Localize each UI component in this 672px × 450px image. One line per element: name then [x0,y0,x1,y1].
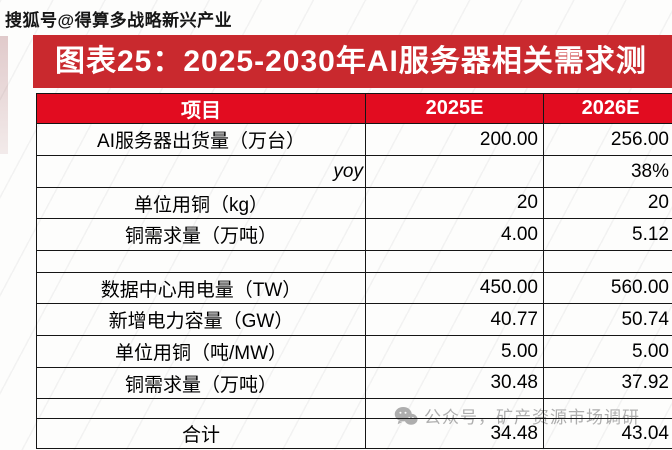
cell-2026e: 38% [543,155,672,188]
row-label: 铜需求量（万吨） [36,218,366,251]
row-label: 铜需求量（万吨） [36,367,366,399]
row-label: 合计 [36,418,366,449]
cell-2025e: 30.48 [365,367,544,399]
table-row-2: 单位用铜（kg） 20 20 [36,187,672,219]
row-label [36,398,366,419]
table-row-8: 铜需求量（万吨） 30.48 37.92 [36,367,672,399]
header-cell-0: 项目 [36,93,366,124]
table-row-3: 铜需求量（万吨） 4.00 5.12 [36,218,672,251]
row-label: 单位用铜（吨/MW） [36,335,366,368]
figure-title-banner: 图表25：2025-2030年AI服务器相关需求测 [33,35,672,88]
header-cell-2: 2026E [543,93,672,124]
row-label: 单位用铜（kg） [36,187,366,219]
cell-2026e [543,398,672,419]
cell-2025e: 5.00 [365,335,544,368]
row-label [36,250,366,273]
table-row-1: yoy 38% [36,155,672,188]
cell-2025e [365,398,544,419]
table-header-row: 项目 2025E 2026E [36,93,672,124]
cell-2026e: 560.00 [543,272,672,304]
cell-2025e: 450.00 [365,272,544,304]
cell-2025e: 40.77 [365,303,544,336]
cell-2026e [543,250,672,273]
cell-2025e [365,155,544,188]
table-body: AI服务器出货量（万台） 200.00 256.00 yoy 38% 单位用铜（kg） 20… [36,123,672,449]
cell-2026e: 5.12 [543,218,672,251]
header-cell-1: 2025E [365,93,544,124]
data-table: 项目 2025E 2026E AI服务器出货量（万台） 200.00 256.00 yoy… [36,93,672,449]
row-label: AI服务器出货量（万台） [36,123,366,156]
cell-2025e: 20 [365,187,544,219]
table-row-10: 合计 34.48 43.04 [36,418,672,449]
row-label: yoy [36,155,366,188]
table-row-5: 数据中心用电量（TW） 450.00 560.00 [36,272,672,304]
table-row-0: AI服务器出货量（万台） 200.00 256.00 [36,123,672,156]
cell-2025e: 34.48 [365,418,544,449]
cell-2026e: 5.00 [543,335,672,368]
cell-2026e: 256.00 [543,123,672,156]
table-row-7: 单位用铜（吨/MW） 5.00 5.00 [36,335,672,368]
table-row-spacer [36,398,672,419]
cell-2025e [365,250,544,273]
row-label: 新增电力容量（GW） [36,303,366,336]
cell-2026e: 20 [543,187,672,219]
row-label: 数据中心用电量（TW） [36,272,366,304]
left-edge-artifact [0,36,8,154]
cell-2025e: 4.00 [365,218,544,251]
cell-2026e: 43.04 [543,418,672,449]
sohu-watermark: 搜狐号@得算多战略新兴产业 [5,11,233,30]
cell-2026e: 50.74 [543,303,672,336]
demand-forecast-table: 项目 2025E 2026E AI服务器出货量（万台） 200.00 256.00 yoy… [36,93,672,449]
table-row-spacer [36,250,672,273]
table-row-6: 新增电力容量（GW） 40.77 50.74 [36,303,672,336]
cell-2025e: 200.00 [365,123,544,156]
cell-2026e: 37.92 [543,367,672,399]
